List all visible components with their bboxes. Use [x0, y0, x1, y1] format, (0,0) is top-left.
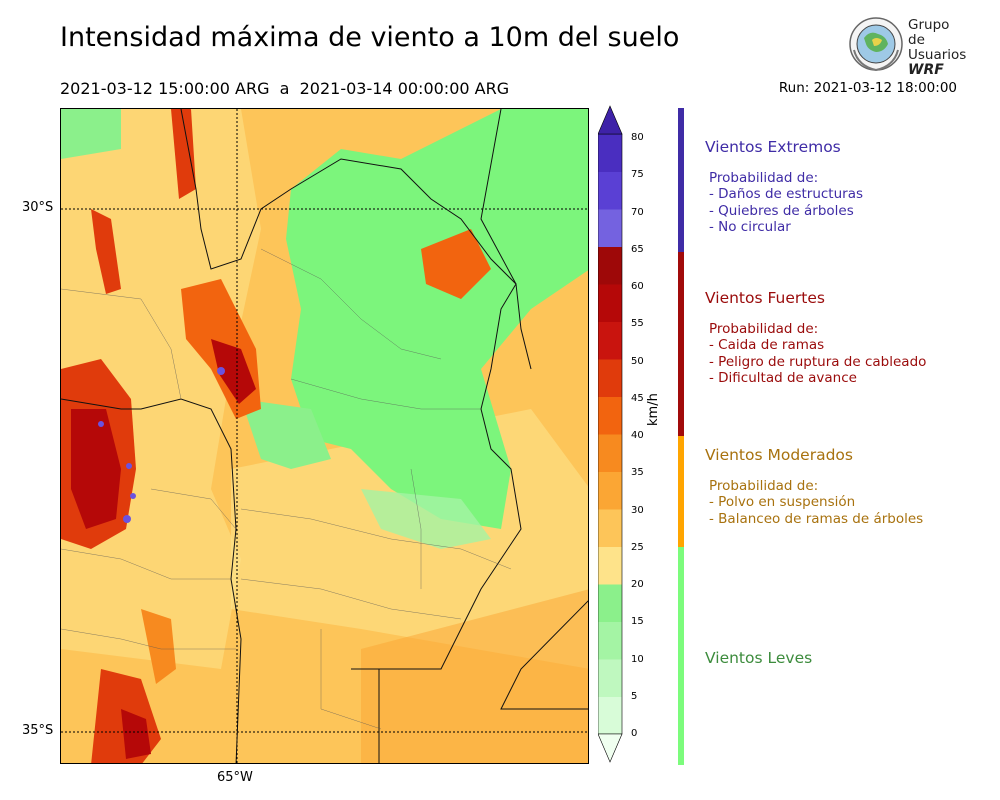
- colorbar-tick-label: 35: [631, 467, 644, 479]
- globe-logo-icon: [849, 17, 903, 72]
- department-borders: [61, 248, 512, 730]
- colorbar-tick-label: 30: [631, 504, 644, 516]
- extreme-spot-5: [123, 515, 131, 523]
- wind-map-canvas: [61, 109, 588, 763]
- region-light-north: [286, 109, 588, 529]
- region-extreme-central-core: [211, 339, 256, 404]
- colorbar-unit: km/h: [646, 393, 661, 426]
- colorbar-tick-label: 45: [631, 392, 644, 404]
- extreme-spot-4: [130, 493, 136, 499]
- region-strong-north-strip: [171, 109, 196, 199]
- colorbar-box: [598, 434, 622, 472]
- legend-bar-moderate: [678, 436, 684, 547]
- category-desc-line: - Polvo en suspensión: [709, 494, 856, 511]
- colorbar-tick-label: 80: [631, 132, 644, 143]
- category-desc-line: Probabilidad de:: [709, 321, 819, 337]
- category-desc-line: - Dificultad de avance: [709, 369, 857, 386]
- extreme-spot-3: [126, 463, 132, 469]
- category-title: Vientos Extremos: [705, 138, 841, 156]
- colorbar-tick-label: 55: [631, 318, 644, 330]
- logo-line-2: Usuarios: [908, 47, 967, 63]
- category-desc-line: - Quiebres de árboles: [709, 202, 854, 219]
- colorbar-box: [598, 209, 622, 247]
- extreme-spot-1: [217, 367, 225, 375]
- legend-bar-strong: [678, 252, 684, 436]
- colorbar-box: [598, 696, 622, 735]
- region-extreme-southwest-core: [121, 709, 151, 759]
- region-light-center: [241, 399, 331, 469]
- colorbar-tick-label: 50: [631, 355, 644, 367]
- region-extreme-west-core: [71, 409, 121, 529]
- category-title: Vientos Leves: [705, 649, 813, 667]
- extreme-spot-2: [98, 421, 104, 427]
- colorbar-box: [598, 546, 622, 585]
- category-desc-line: - Balanceo de ramas de árboles: [709, 510, 924, 527]
- wind-map: [60, 108, 589, 764]
- category-light: Vientos Leves: [705, 649, 812, 667]
- map-title: Intensidad máxima de viento a 10m del su…: [60, 22, 680, 53]
- category-extreme: Vientos Extremos Probabilidad de: - Daño…: [705, 138, 863, 235]
- legend-bar-extreme: [678, 108, 684, 252]
- category-desc-line: - No circular: [709, 218, 791, 235]
- run-timestamp: Run: 2021-03-12 18:00:00: [778, 80, 957, 96]
- colorbar-box: [598, 359, 622, 397]
- colorbar-tick-label: 20: [631, 579, 644, 590]
- colorbar-box: [598, 659, 622, 697]
- logo-line-3: WRF: [908, 62, 944, 78]
- region-strong-east: [421, 229, 491, 299]
- colorbar-box: [598, 396, 622, 435]
- graticule: [61, 109, 588, 763]
- colorbar-tick-label: 5: [631, 690, 638, 702]
- colorbar-tick-label: 0: [631, 728, 638, 739]
- colorbar-extend-top: [598, 105, 623, 135]
- province-borders: [61, 109, 588, 763]
- colorbar-box: [598, 584, 622, 622]
- colorbar-tick-label: 15: [631, 616, 644, 628]
- category-desc-line: Probabilidad de:: [709, 478, 819, 494]
- category-title: Vientos Moderados: [705, 446, 853, 464]
- category-desc-line: Probabilidad de:: [709, 170, 819, 186]
- category-desc-line: - Peligro de ruptura de cableado: [709, 353, 927, 370]
- logo-line-1: Grupo de: [908, 17, 950, 48]
- colorbar-box: [598, 321, 622, 360]
- region-light-patch: [361, 489, 491, 549]
- colorbar-tick-label: 10: [631, 653, 644, 665]
- colorbar-box: [598, 509, 622, 547]
- region-southeast: [361, 589, 588, 763]
- colorbar-tick-label: 25: [631, 541, 644, 553]
- category-title: Vientos Fuertes: [705, 289, 825, 307]
- category-desc-line: - Caida de ramas: [709, 337, 825, 354]
- colorbar-tick-label: 70: [631, 206, 644, 218]
- region-strong-northwest: [91, 209, 121, 294]
- colorbar-extend-bottom: [598, 733, 623, 763]
- lat-label-30s: 30°S: [22, 200, 54, 215]
- colorbar-tick-label: 75: [631, 169, 644, 181]
- category-desc-line: - Daños de estructuras: [709, 186, 864, 203]
- colorbar-box: [598, 621, 622, 660]
- category-moderate: Vientos Moderados Probabilidad de: - Pol…: [705, 446, 923, 527]
- colorbar-box: [598, 284, 622, 322]
- colorbar-tick-label: 40: [631, 430, 644, 441]
- forecast-period: 2021-03-12 15:00:00 ARG a 2021-03-14 00:…: [60, 79, 510, 98]
- colorbar-box: [598, 134, 622, 172]
- legend-bar-light: [678, 547, 684, 765]
- colorbar-box: [598, 171, 622, 210]
- lat-label-35s: 35°S: [22, 723, 54, 738]
- region-light-northwest: [61, 109, 121, 159]
- region-moderate-south-strip: [141, 609, 176, 684]
- colorbar-box: [598, 471, 622, 510]
- grupo-usuarios-wrf-logo: Grupo de Usuarios WRF: [848, 16, 968, 78]
- lon-label-65w: 65°W: [217, 770, 253, 785]
- colorbar-tick-label: 60: [631, 281, 644, 292]
- category-strong: Vientos Fuertes Probabilidad de: - Caida…: [705, 289, 926, 386]
- colorbar-box: [598, 246, 622, 285]
- colorbar-tick-label: 65: [631, 243, 644, 255]
- colorbar: [598, 105, 623, 763]
